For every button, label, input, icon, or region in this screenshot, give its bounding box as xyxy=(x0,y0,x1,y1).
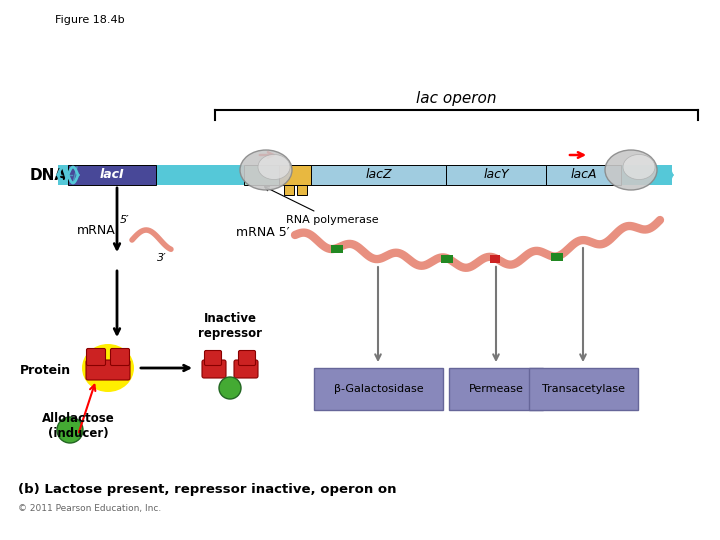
Ellipse shape xyxy=(240,150,292,190)
Ellipse shape xyxy=(623,154,655,179)
Text: (b) Lactose present, repressor inactive, operon on: (b) Lactose present, repressor inactive,… xyxy=(18,483,397,496)
FancyBboxPatch shape xyxy=(110,348,130,366)
FancyBboxPatch shape xyxy=(331,245,343,253)
FancyBboxPatch shape xyxy=(546,165,621,185)
FancyBboxPatch shape xyxy=(446,165,546,185)
FancyBboxPatch shape xyxy=(284,185,294,195)
FancyBboxPatch shape xyxy=(58,165,672,185)
Text: 3′: 3′ xyxy=(157,253,166,263)
Text: lacY: lacY xyxy=(483,168,509,181)
Text: RNA polymerase: RNA polymerase xyxy=(265,187,379,225)
Text: lacA: lacA xyxy=(570,168,597,181)
Text: Inactive
repressor: Inactive repressor xyxy=(198,312,262,340)
Text: lac operon: lac operon xyxy=(416,91,497,106)
Text: lacZ: lacZ xyxy=(365,168,392,181)
Text: mRNA 5′: mRNA 5′ xyxy=(236,226,290,239)
Text: Figure 18.4b: Figure 18.4b xyxy=(55,15,125,25)
FancyBboxPatch shape xyxy=(244,165,279,185)
FancyBboxPatch shape xyxy=(238,350,256,366)
Text: © 2011 Pearson Education, Inc.: © 2011 Pearson Education, Inc. xyxy=(18,503,161,512)
FancyBboxPatch shape xyxy=(86,348,106,366)
FancyBboxPatch shape xyxy=(449,368,543,410)
FancyBboxPatch shape xyxy=(490,255,500,263)
FancyBboxPatch shape xyxy=(529,368,638,410)
FancyBboxPatch shape xyxy=(311,165,446,185)
Text: Permease: Permease xyxy=(469,384,523,394)
FancyBboxPatch shape xyxy=(202,360,226,378)
Text: Transacetylase: Transacetylase xyxy=(542,384,625,394)
Ellipse shape xyxy=(258,154,290,179)
FancyBboxPatch shape xyxy=(279,165,311,185)
FancyBboxPatch shape xyxy=(297,185,307,195)
Ellipse shape xyxy=(219,377,241,399)
Ellipse shape xyxy=(605,150,657,190)
Text: 5′: 5′ xyxy=(120,215,130,225)
Text: mRNA: mRNA xyxy=(77,224,116,237)
Text: β-Galactosidase: β-Galactosidase xyxy=(333,384,423,394)
FancyBboxPatch shape xyxy=(204,350,222,366)
Text: lacI: lacI xyxy=(99,168,125,181)
Text: Allolactose
(inducer): Allolactose (inducer) xyxy=(42,412,114,440)
FancyBboxPatch shape xyxy=(314,368,443,410)
Text: Protein: Protein xyxy=(20,363,71,376)
FancyBboxPatch shape xyxy=(234,360,258,378)
FancyBboxPatch shape xyxy=(86,360,130,380)
Text: DNA: DNA xyxy=(30,167,67,183)
Ellipse shape xyxy=(82,344,134,392)
FancyBboxPatch shape xyxy=(68,165,156,185)
FancyBboxPatch shape xyxy=(552,253,563,261)
Ellipse shape xyxy=(57,417,83,443)
FancyBboxPatch shape xyxy=(441,255,453,264)
